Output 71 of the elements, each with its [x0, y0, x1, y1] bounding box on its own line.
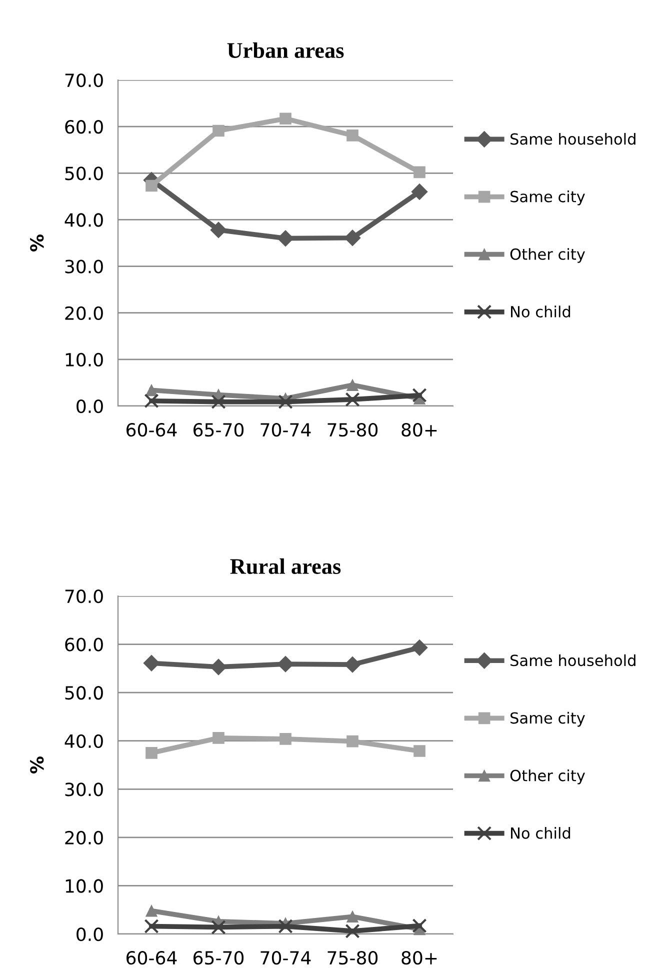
legend-label: No child	[511, 827, 570, 839]
y-tick-label: 30.0	[65, 782, 103, 796]
point	[143, 654, 160, 672]
legend-label: Same city	[510, 190, 585, 206]
point	[212, 124, 224, 137]
x-tick-label: 65-70	[194, 422, 244, 437]
chart-title: Rural areas	[230, 558, 341, 574]
y-tick-label: 20.0	[65, 830, 103, 845]
chart-title: Urban areas	[227, 42, 344, 58]
y-tick-label: 40.0	[64, 734, 103, 748]
legend-label: Same household	[510, 654, 636, 666]
point	[146, 384, 158, 396]
point	[345, 392, 360, 407]
point	[345, 924, 360, 938]
y-tick-label: 60.0	[65, 638, 103, 652]
legend-label: Same household	[510, 132, 636, 145]
point	[414, 745, 426, 757]
point	[344, 230, 361, 246]
point	[412, 918, 427, 934]
point	[211, 394, 226, 410]
point	[346, 379, 358, 391]
y-tick-label: 20.0	[65, 306, 103, 320]
x-tick-label: 70-74	[260, 422, 311, 437]
point	[277, 230, 294, 247]
point	[146, 904, 158, 917]
point	[211, 920, 226, 935]
point	[278, 394, 293, 410]
point	[344, 656, 361, 673]
y-tick-label: 0.0	[76, 927, 103, 942]
point	[144, 918, 159, 934]
y-tick-label: 10.0	[66, 879, 103, 893]
y-tick-label: 50.0	[65, 166, 103, 180]
point	[346, 735, 358, 748]
y-axis-title: %	[30, 234, 44, 252]
point	[280, 112, 292, 125]
y-tick-label: 30.0	[65, 260, 103, 274]
y-tick-label: 70.0	[65, 589, 103, 604]
y-tick-label: 40.0	[64, 213, 103, 227]
point	[280, 733, 292, 745]
point	[277, 656, 294, 672]
x-tick-label: 80+	[402, 950, 437, 965]
point	[146, 747, 158, 759]
point	[212, 732, 224, 744]
x-tick-label: 70-74	[260, 950, 311, 965]
point	[414, 166, 426, 178]
legend-label: Other city	[510, 769, 585, 784]
point	[210, 658, 227, 676]
legend-label: Other city	[510, 248, 585, 263]
y-tick-label: 60.0	[65, 120, 103, 134]
point	[346, 130, 358, 142]
point	[278, 918, 293, 934]
x-tick-label: 60-64	[126, 950, 177, 965]
legend-label: Same city	[510, 712, 585, 727]
y-tick-label: 10.0	[66, 352, 103, 367]
x-tick-label: 65-70	[194, 950, 244, 965]
x-tick-label: 80+	[402, 422, 437, 437]
point	[411, 639, 428, 656]
point	[412, 388, 427, 403]
y-tick-label: 70.0	[65, 73, 103, 88]
legend-label: No child	[511, 306, 570, 318]
y-axis-title: %	[30, 756, 44, 774]
y-tick-label: 50.0	[65, 686, 103, 700]
y-tick-label: 0.0	[76, 399, 103, 414]
x-tick-label: 75-80	[328, 422, 378, 437]
point	[146, 180, 158, 192]
point	[144, 394, 159, 408]
x-tick-label: 75-80	[328, 950, 378, 965]
x-tick-label: 60-64	[126, 422, 177, 437]
point	[346, 910, 358, 923]
point	[210, 222, 227, 238]
point	[411, 184, 428, 200]
